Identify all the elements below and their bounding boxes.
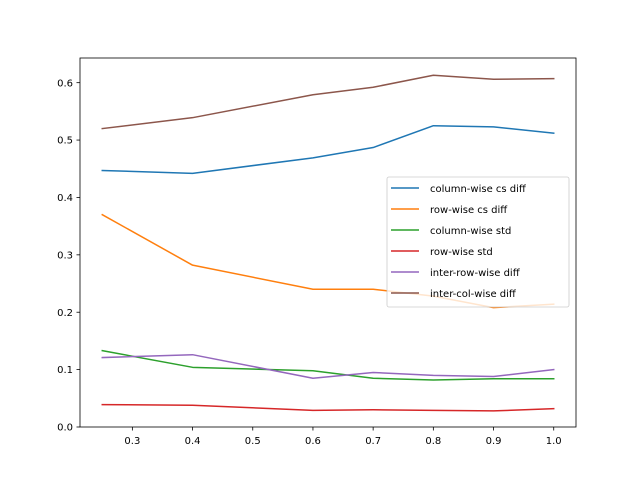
y-tick-label: 0.3 bbox=[57, 250, 73, 261]
series-line-0 bbox=[101, 124, 555, 175]
legend-label-0: column-wise cs diff bbox=[430, 184, 527, 195]
legend-label-5: inter-col-wise diff bbox=[430, 289, 517, 300]
legend-label-1: row-wise cs diff bbox=[430, 205, 508, 216]
y-tick-label: 0.5 bbox=[57, 136, 73, 147]
legend: column-wise cs diff row-wise cs diff colum… bbox=[386, 176, 570, 308]
legend-box bbox=[386, 176, 570, 308]
x-tick-label: 0.7 bbox=[365, 436, 381, 447]
y-tick-label: 0.0 bbox=[57, 423, 73, 434]
x-tick-label: 0.5 bbox=[245, 436, 261, 447]
x-tick-label: 0.4 bbox=[185, 436, 201, 447]
y-tick-label: 0.6 bbox=[57, 78, 73, 89]
x-tick-label: 1.0 bbox=[546, 436, 562, 447]
x-tick-label: 0.3 bbox=[124, 436, 140, 447]
axes-frame bbox=[79, 57, 577, 428]
x-tick-label: 0.9 bbox=[486, 436, 502, 447]
y-tick-label: 0.1 bbox=[57, 365, 73, 376]
x-tick-label: 0.6 bbox=[305, 436, 321, 447]
legend-label-3: row-wise std bbox=[430, 247, 493, 258]
series-line-5 bbox=[101, 74, 555, 130]
y-tick-label: 0.2 bbox=[57, 308, 73, 319]
legend-label-2: column-wise std bbox=[430, 226, 511, 237]
series-line-1 bbox=[101, 213, 555, 309]
series-line-3 bbox=[101, 403, 555, 412]
legend-label-4: inter-row-wise diff bbox=[430, 268, 521, 279]
axes: 0.3 0.4 0.5 0.6 0.7 0.8 0.9 1.0 0.0 0.1 0.2 0.3 0.4 0… bbox=[57, 57, 577, 447]
series-line-4 bbox=[101, 353, 555, 379]
series-line-2 bbox=[101, 349, 555, 381]
x-tick-label: 0.8 bbox=[425, 436, 441, 447]
series-lines bbox=[101, 74, 555, 412]
y-tick-label: 0.4 bbox=[57, 193, 73, 204]
